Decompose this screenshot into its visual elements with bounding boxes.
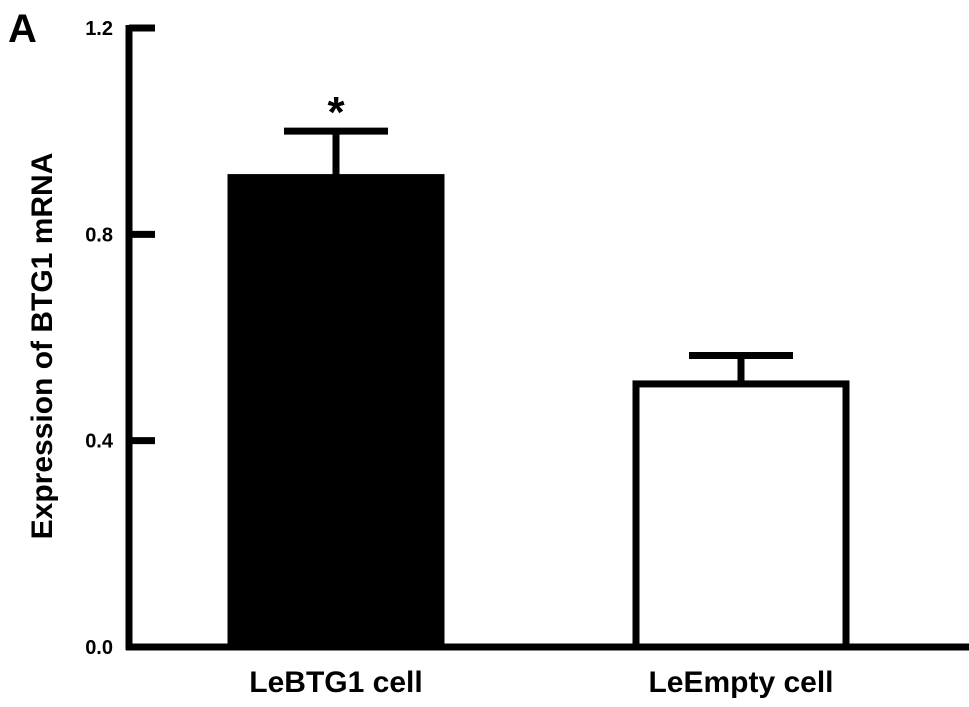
plot-area: 0.0 0.4 0.8 1.2 * LeBTG1 cell LeEmpty cell (85, 18, 969, 699)
y-tick-label: 0.0 (85, 637, 113, 659)
y-tick-label: 0.8 (85, 224, 113, 246)
bar-1 (227, 174, 445, 651)
x-category-label: LeBTG1 cell (249, 666, 422, 699)
y-axis-title: Expression of BTG1 mRNA (26, 153, 59, 540)
panel-label: A (8, 7, 37, 51)
y-tick-label: 0.4 (85, 431, 114, 453)
bar-2 (632, 380, 850, 651)
significance-marker: * (327, 88, 345, 137)
y-tick-label: 1.2 (85, 18, 113, 40)
x-category-label: LeEmpty cell (648, 666, 833, 699)
